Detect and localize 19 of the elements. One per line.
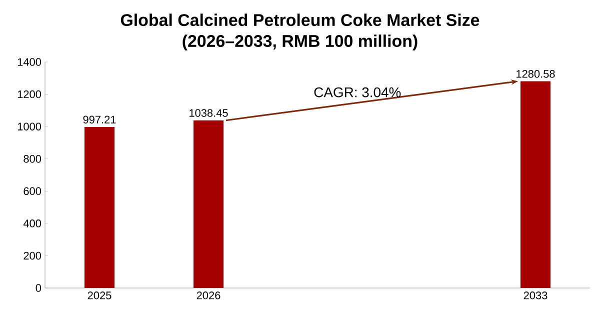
data-label: 997.21 (83, 116, 116, 124)
bar (194, 120, 224, 288)
y-tick-label: 800 (24, 154, 42, 163)
y-tick-label: 1000 (18, 122, 42, 130)
bar (84, 127, 114, 288)
x-tick-label: 2025 (88, 292, 112, 300)
data-label: 1038.45 (190, 109, 228, 117)
x-tick-label: 2033 (524, 292, 548, 300)
y-tick-label: 200 (24, 252, 42, 260)
bar (520, 81, 551, 288)
y-tick-label: 400 (23, 220, 42, 228)
y-tick-label: 0 (36, 284, 42, 292)
x-tick-label: 2026 (196, 292, 220, 300)
y-tick-label: 1200 (18, 90, 42, 98)
annotation: CAGR: 3.04% (314, 87, 401, 98)
y-tick-label: 600 (24, 187, 42, 196)
data-label: 1280.58 (516, 70, 555, 78)
y-tick-label: 1400 (18, 58, 42, 66)
chart-title: Global Calcined Petroleum Coke Market Size (2026–2033, RMB 100 million) (120, 14, 480, 50)
